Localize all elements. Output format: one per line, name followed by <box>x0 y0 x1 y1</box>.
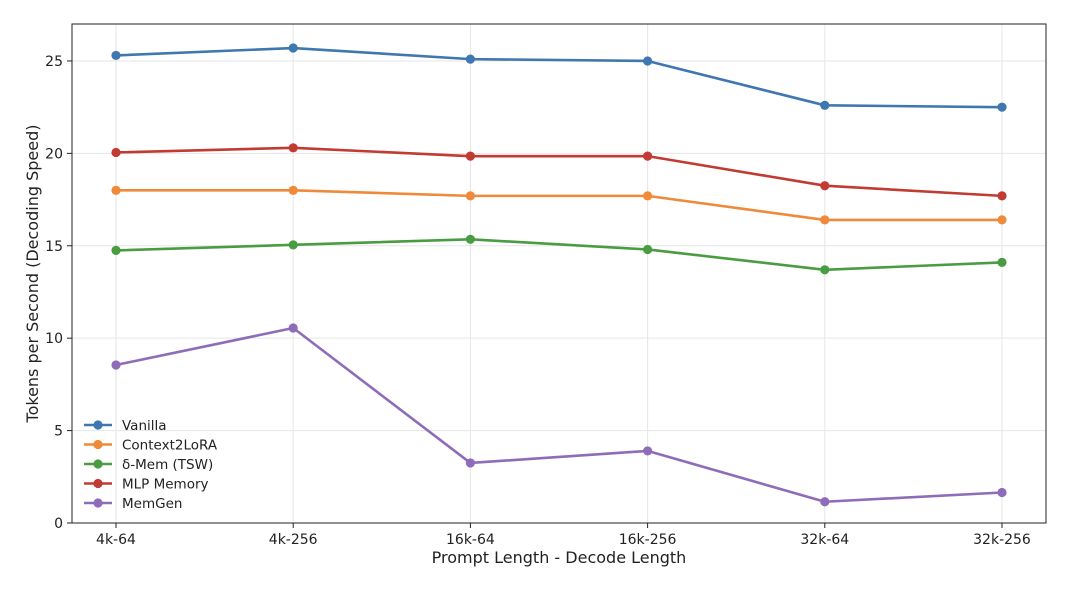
data-point <box>820 181 830 191</box>
legend-label: MemGen <box>122 496 182 512</box>
series-line <box>115 146 1003 198</box>
x-tick-label: 32k-64 <box>800 532 849 548</box>
data-point <box>288 323 298 333</box>
data-point <box>997 102 1007 112</box>
data-point <box>465 151 475 161</box>
data-point <box>997 487 1007 498</box>
legend-label: δ-Mem (TSW) <box>122 457 213 473</box>
data-point <box>643 56 653 66</box>
legend-label: MLP Memory <box>122 477 209 493</box>
data-point <box>111 147 121 158</box>
legend: Vanilla Context2LoRA δ-Mem (TSW) MLP Memory… <box>84 418 218 512</box>
data-point <box>465 54 475 64</box>
series-3 <box>111 143 1007 201</box>
data-point <box>820 497 830 507</box>
legend-item: MLP Memory <box>84 477 209 493</box>
series-line <box>115 46 1003 109</box>
data-point <box>643 446 653 456</box>
x-tick-label: 4k-256 <box>269 532 318 548</box>
data-point <box>465 191 475 201</box>
x-axis-label: Prompt Length - Decode Length <box>432 548 687 567</box>
data-point <box>288 185 298 195</box>
x-tick-label: 16k-64 <box>446 532 495 548</box>
series-2 <box>111 234 1007 275</box>
legend-swatch-marker <box>93 439 103 450</box>
grid-lines <box>72 24 1046 524</box>
legend-item: Vanilla <box>84 418 167 434</box>
data-point <box>820 215 830 225</box>
series-line <box>115 238 1003 272</box>
series-lines <box>111 43 1007 507</box>
legend-swatch-marker <box>93 478 103 489</box>
data-point <box>111 245 121 255</box>
x-tick-label: 4k-64 <box>96 532 136 548</box>
data-point <box>643 151 653 161</box>
data-point <box>111 185 121 195</box>
data-point <box>111 360 121 370</box>
y-tick-label: 20 <box>45 146 63 162</box>
series-0 <box>111 43 1007 112</box>
legend-label: Vanilla <box>122 418 167 434</box>
legend-item: δ-Mem (TSW) <box>84 457 213 473</box>
legend-swatch-marker <box>93 420 103 430</box>
data-point <box>288 240 298 250</box>
y-tick-label: 15 <box>45 239 63 255</box>
data-point <box>643 191 653 201</box>
y-tick-label: 5 <box>54 424 63 440</box>
plot-frame <box>71 23 1047 524</box>
legend-swatch-marker <box>93 459 103 469</box>
y-tick-label: 10 <box>45 331 63 347</box>
data-point <box>465 458 475 468</box>
series-1 <box>111 185 1007 225</box>
y-axis-label: Tokens per Second (Decoding Speed) <box>23 125 42 424</box>
data-point <box>997 257 1007 268</box>
legend-label: Context2LoRA <box>122 438 218 454</box>
data-point <box>997 191 1007 201</box>
data-point <box>111 50 121 61</box>
x-tick-label: 32k-256 <box>973 532 1031 548</box>
data-point <box>288 43 298 53</box>
data-point <box>288 143 298 153</box>
y-tick-label: 25 <box>45 54 63 70</box>
data-point <box>820 265 830 275</box>
series-line <box>115 326 1003 504</box>
data-point <box>997 215 1007 225</box>
legend-item: Context2LoRA <box>84 438 218 454</box>
axes: 4k-64 4k-256 16k-64 16k-256 32k-64 32k-256 0 5 1… <box>45 54 1031 548</box>
series-line <box>116 189 1002 222</box>
series-4 <box>111 323 1007 507</box>
data-point <box>465 234 475 244</box>
y-tick-label: 0 <box>54 516 63 532</box>
data-point <box>643 244 653 255</box>
x-tick-label: 16k-256 <box>619 532 677 548</box>
data-point <box>820 100 830 110</box>
legend-swatch-marker <box>93 498 103 508</box>
legend-item: MemGen <box>84 496 182 512</box>
